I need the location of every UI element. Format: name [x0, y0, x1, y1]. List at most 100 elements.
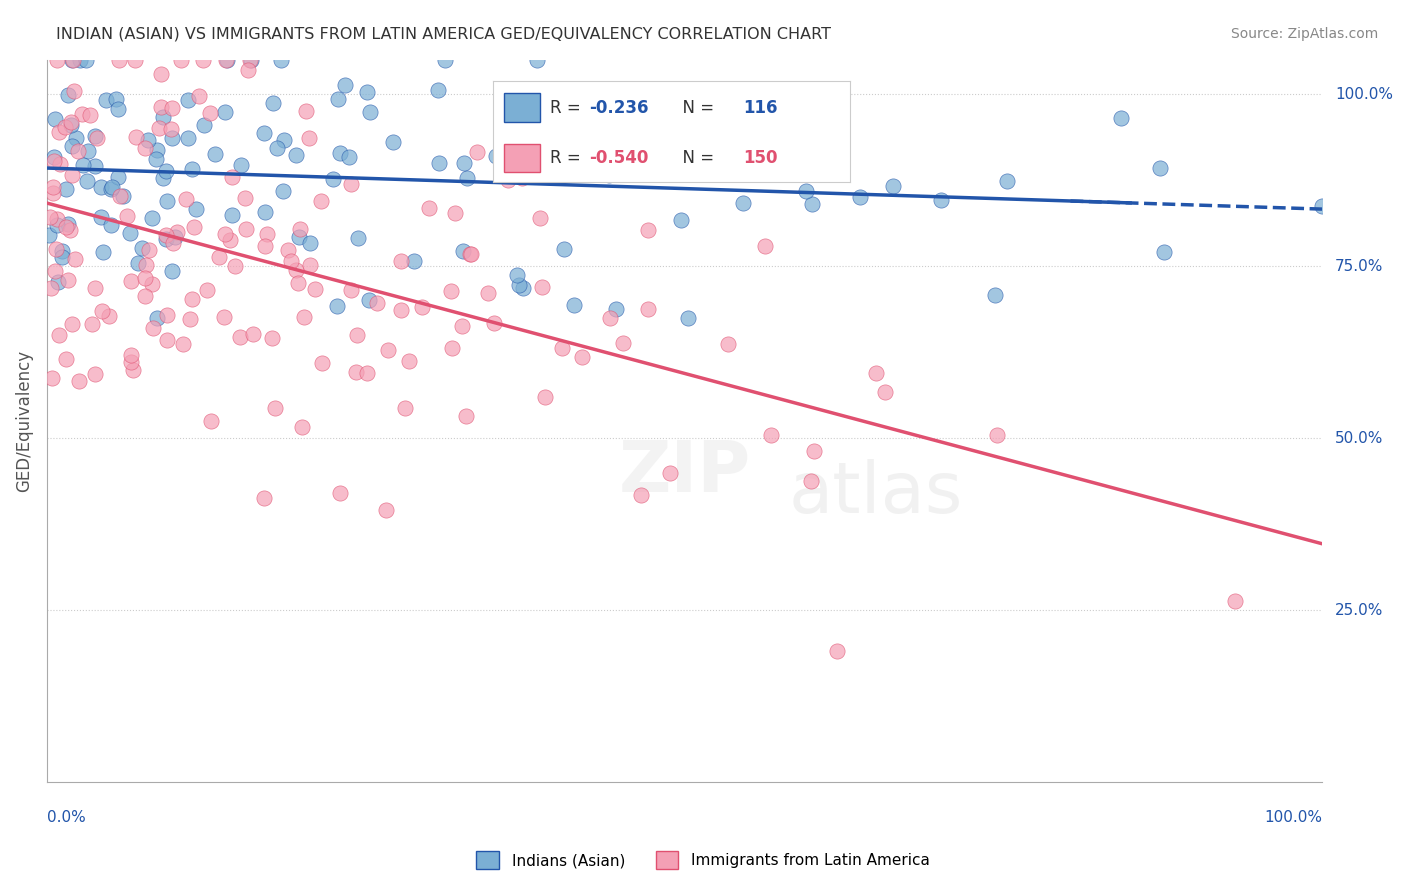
Immigrants from Latin America	[465, 145, 488, 159]
Indians (Asian)	[38, 227, 60, 242]
Immigrants from Latin America	[60, 114, 83, 128]
Immigrants from Latin America	[825, 643, 848, 657]
Indians (Asian)	[333, 78, 356, 93]
Immigrants from Latin America	[235, 221, 257, 235]
Immigrants from Latin America	[124, 53, 146, 67]
Immigrants from Latin America	[84, 367, 107, 381]
Indians (Asian)	[427, 83, 450, 97]
Indians (Asian)	[100, 181, 122, 195]
Immigrants from Latin America	[62, 53, 84, 67]
Immigrants from Latin America	[134, 288, 156, 302]
Indians (Asian)	[181, 161, 204, 176]
Indians (Asian)	[929, 193, 952, 207]
Immigrants from Latin America	[242, 326, 264, 341]
Indians (Asian)	[451, 244, 474, 258]
Indians (Asian)	[562, 298, 585, 312]
Indians (Asian)	[1111, 111, 1133, 125]
Immigrants from Latin America	[482, 316, 505, 330]
Immigrants from Latin America	[759, 428, 782, 442]
Immigrants from Latin America	[170, 53, 193, 67]
Indians (Asian)	[127, 256, 149, 270]
Indians (Asian)	[253, 205, 276, 219]
Immigrants from Latin America	[221, 169, 243, 184]
Immigrants from Latin America	[291, 420, 314, 434]
Immigrants from Latin America	[450, 319, 472, 334]
Immigrants from Latin America	[142, 321, 165, 335]
Immigrants from Latin America	[374, 503, 396, 517]
Text: ZIP: ZIP	[619, 438, 751, 507]
Indians (Asian)	[145, 143, 167, 157]
Immigrants from Latin America	[284, 262, 307, 277]
Indians (Asian)	[1310, 199, 1333, 213]
Indians (Asian)	[356, 85, 378, 99]
Immigrants from Latin America	[630, 488, 652, 502]
Indians (Asian)	[69, 53, 91, 67]
Indians (Asian)	[326, 299, 349, 313]
Indians (Asian)	[512, 281, 534, 295]
Indians (Asian)	[575, 123, 598, 137]
Indians (Asian)	[848, 190, 870, 204]
Immigrants from Latin America	[441, 341, 464, 355]
Immigrants from Latin America	[803, 444, 825, 458]
Immigrants from Latin America	[49, 157, 72, 171]
Indians (Asian)	[176, 131, 198, 145]
Indians (Asian)	[65, 130, 87, 145]
Immigrants from Latin America	[288, 221, 311, 235]
Immigrants from Latin America	[311, 356, 333, 370]
Indians (Asian)	[193, 119, 215, 133]
Immigrants from Latin America	[534, 391, 557, 405]
Immigrants from Latin America	[389, 253, 412, 268]
Immigrants from Latin America	[149, 66, 172, 80]
Immigrants from Latin America	[162, 235, 184, 250]
Immigrants from Latin America	[70, 107, 93, 121]
Indians (Asian)	[91, 245, 114, 260]
Indians (Asian)	[731, 196, 754, 211]
Immigrants from Latin America	[63, 252, 86, 267]
Indians (Asian)	[485, 149, 508, 163]
Immigrants from Latin America	[63, 84, 86, 98]
Immigrants from Latin America	[550, 341, 572, 355]
Indians (Asian)	[754, 94, 776, 108]
Immigrants from Latin America	[444, 206, 467, 220]
Immigrants from Latin America	[86, 131, 108, 145]
Immigrants from Latin America	[280, 254, 302, 268]
Indians (Asian)	[96, 94, 118, 108]
Immigrants from Latin America	[356, 366, 378, 380]
Immigrants from Latin America	[160, 122, 183, 136]
Immigrants from Latin America	[48, 125, 70, 139]
Indians (Asian)	[359, 105, 381, 120]
Immigrants from Latin America	[717, 337, 740, 351]
Immigrants from Latin America	[309, 194, 332, 208]
Text: Source: ZipAtlas.com: Source: ZipAtlas.com	[1230, 27, 1378, 41]
Indians (Asian)	[605, 302, 627, 317]
Indians (Asian)	[152, 170, 174, 185]
Immigrants from Latin America	[138, 243, 160, 257]
Indians (Asian)	[562, 141, 585, 155]
Immigrants from Latin America	[263, 401, 285, 416]
Immigrants from Latin America	[166, 225, 188, 239]
Indians (Asian)	[42, 150, 65, 164]
Indians (Asian)	[118, 227, 141, 241]
Indians (Asian)	[136, 133, 159, 147]
Immigrants from Latin America	[42, 186, 65, 200]
Text: 50.0%: 50.0%	[1334, 431, 1384, 446]
Indians (Asian)	[105, 92, 128, 106]
Immigrants from Latin America	[39, 281, 62, 295]
Immigrants from Latin America	[236, 63, 259, 78]
Immigrants from Latin America	[59, 223, 82, 237]
Immigrants from Latin America	[79, 108, 101, 122]
Immigrants from Latin America	[183, 220, 205, 235]
Indians (Asian)	[298, 236, 321, 251]
Text: 100.0%: 100.0%	[1334, 87, 1393, 102]
Immigrants from Latin America	[339, 177, 361, 191]
Immigrants from Latin America	[254, 239, 277, 253]
Indians (Asian)	[382, 136, 405, 150]
Immigrants from Latin America	[82, 317, 104, 331]
Text: INDIAN (ASIAN) VS IMMIGRANTS FROM LATIN AMERICA GED/EQUIVALENCY CORRELATION CHAR: INDIAN (ASIAN) VS IMMIGRANTS FROM LATIN …	[56, 27, 831, 42]
Immigrants from Latin America	[411, 300, 433, 314]
Indians (Asian)	[101, 180, 124, 194]
Immigrants from Latin America	[45, 242, 67, 256]
Indians (Asian)	[271, 184, 294, 198]
Immigrants from Latin America	[45, 211, 67, 226]
Text: atlas: atlas	[789, 458, 963, 528]
